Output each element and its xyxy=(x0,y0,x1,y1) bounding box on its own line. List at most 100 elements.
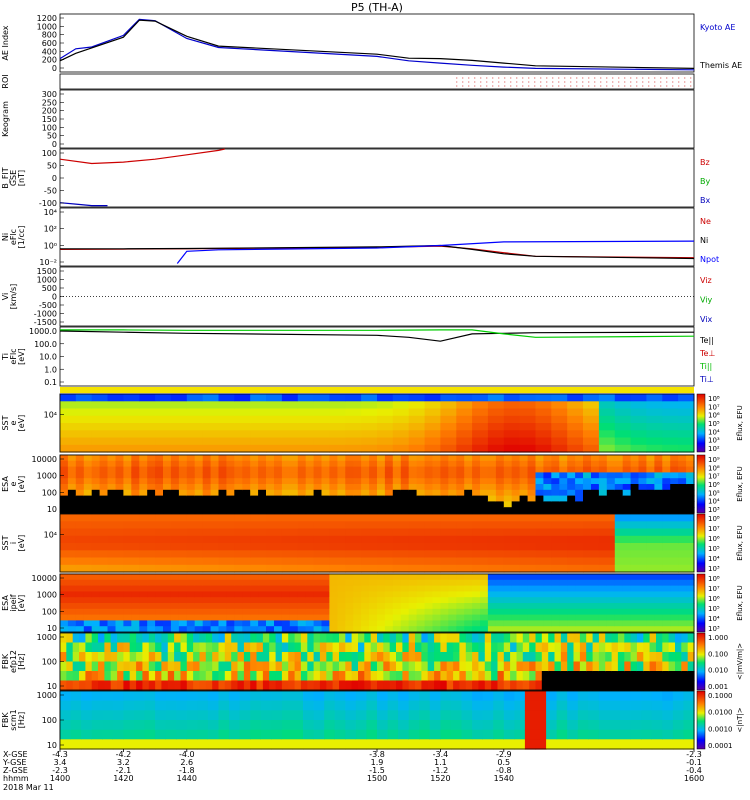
spec-cell xyxy=(194,478,204,485)
spec-cell xyxy=(250,521,267,530)
spec-cell xyxy=(678,423,695,431)
spec-cell xyxy=(424,472,434,479)
spec-cell xyxy=(554,652,562,663)
spec-cell xyxy=(472,626,481,633)
spec-cell xyxy=(662,652,670,663)
spec-cell xyxy=(178,478,188,485)
spec-cell xyxy=(567,591,576,598)
spec-cell xyxy=(258,460,267,468)
spec-cell xyxy=(358,671,365,682)
ylabel-fbk_e: FBK xyxy=(1,653,10,669)
spec-cell xyxy=(583,415,600,424)
spec-cell xyxy=(400,574,410,581)
spec-cell xyxy=(646,608,655,616)
spec-cell xyxy=(186,455,196,462)
spec-cell xyxy=(579,642,587,653)
spec-cell xyxy=(281,608,291,616)
spec-cell xyxy=(155,614,164,621)
spec-cell xyxy=(560,652,568,663)
spec-cell xyxy=(102,739,114,750)
spec-cell xyxy=(456,543,473,551)
spec-cell xyxy=(297,423,315,431)
spec-cell xyxy=(351,642,359,653)
spec-cell xyxy=(687,633,695,644)
spec-cell xyxy=(543,455,552,462)
spec-cell xyxy=(123,597,132,604)
spec-cell xyxy=(646,466,655,473)
spec-cell xyxy=(250,408,267,417)
spec-cell xyxy=(491,633,498,644)
spec-cell xyxy=(123,574,132,581)
spec-cell xyxy=(598,521,616,530)
spec-cell xyxy=(60,652,67,663)
spec-cell xyxy=(440,557,457,566)
spec-cell xyxy=(329,528,346,537)
spec-cell xyxy=(194,466,204,473)
spec-cell xyxy=(472,466,481,473)
spec-cell xyxy=(424,478,434,485)
spec-cell xyxy=(511,597,521,604)
spec-cell xyxy=(464,614,473,621)
spec-cell xyxy=(83,603,93,610)
spec-cell xyxy=(606,455,616,462)
spec-cell xyxy=(358,633,365,644)
spec-cell xyxy=(503,543,521,551)
spec-cell xyxy=(551,478,560,485)
ytick-bfit: 50 xyxy=(47,162,57,171)
spec-cell xyxy=(554,680,562,691)
spec-cell xyxy=(646,603,655,610)
spec-cell xyxy=(75,495,85,502)
spec-cell xyxy=(361,620,370,627)
ylabel-fbk_e: efp12 xyxy=(9,650,18,673)
spec-cell xyxy=(556,691,568,702)
spec-cell xyxy=(329,614,338,621)
spec-cell xyxy=(337,460,346,468)
spec-cell xyxy=(131,489,140,497)
spec-cell xyxy=(535,680,543,691)
spec-cell xyxy=(274,472,283,479)
spec-cell xyxy=(142,661,150,672)
spec-cell xyxy=(591,614,600,621)
spec-cell xyxy=(147,466,156,473)
spec-cell xyxy=(567,484,576,491)
spec-cell xyxy=(155,700,167,711)
spec-cell xyxy=(559,484,568,491)
spec-cell xyxy=(250,484,259,491)
spec-cell xyxy=(234,415,251,424)
spec-cell xyxy=(60,460,69,468)
spec-cell xyxy=(345,671,353,682)
spec-cell xyxy=(66,652,74,663)
spec-cell xyxy=(281,543,299,551)
spec-cell xyxy=(167,671,175,682)
spec-cell xyxy=(432,495,441,502)
spec-cell xyxy=(622,620,632,627)
spec-cell xyxy=(361,495,370,502)
spec-cell xyxy=(419,720,431,731)
spec-cell xyxy=(654,472,663,479)
spec-cell xyxy=(448,501,457,508)
spec-cell xyxy=(432,574,441,581)
spec-cell xyxy=(303,720,315,731)
spec-cell xyxy=(75,585,85,592)
spec-cell xyxy=(107,455,116,462)
spec-cell xyxy=(551,437,568,446)
spec-cell xyxy=(456,603,465,610)
spec-cell xyxy=(519,430,536,439)
spec-cell xyxy=(258,574,267,581)
spec-cell xyxy=(622,614,632,621)
spec-cell xyxy=(678,626,687,633)
spec-cell xyxy=(535,472,544,479)
spec-cell xyxy=(511,591,521,598)
spec-cell xyxy=(266,423,283,431)
spec-cell xyxy=(567,579,576,587)
spec-cell xyxy=(269,633,277,644)
spec-cell xyxy=(361,626,370,633)
spec-cell xyxy=(567,408,584,417)
spec-cell xyxy=(614,550,632,559)
spec-cell xyxy=(472,671,479,682)
spec-cell xyxy=(614,401,632,410)
spec-cell xyxy=(440,620,449,627)
spec-cell xyxy=(478,633,486,644)
spec-cell xyxy=(554,633,562,644)
spec-cell xyxy=(207,700,220,711)
